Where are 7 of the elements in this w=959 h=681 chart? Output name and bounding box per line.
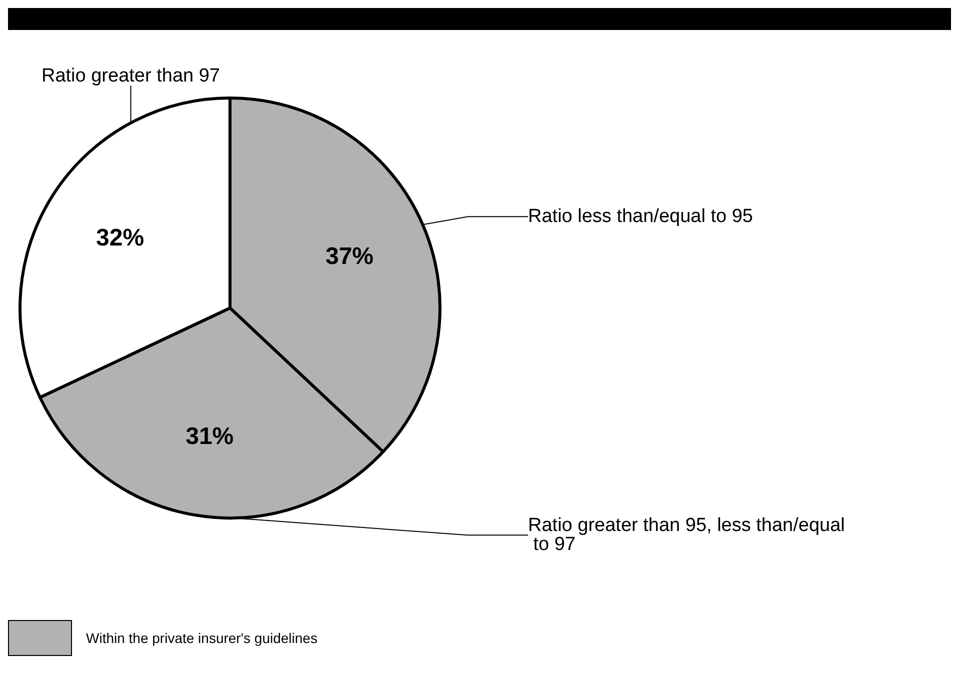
- text: Within the private insurer's guidelines: [86, 630, 318, 646]
- data-label: 32%: [96, 224, 144, 252]
- slice-label: Ratio less than/equal to 95: [528, 206, 753, 228]
- slice-label: Ratio greater than 97: [41, 66, 220, 86]
- slice-label: Ratio greater than 95, less than/equal to 97: [528, 515, 845, 556]
- data-label: 31%: [186, 423, 234, 450]
- data-label: 37%: [325, 242, 374, 270]
